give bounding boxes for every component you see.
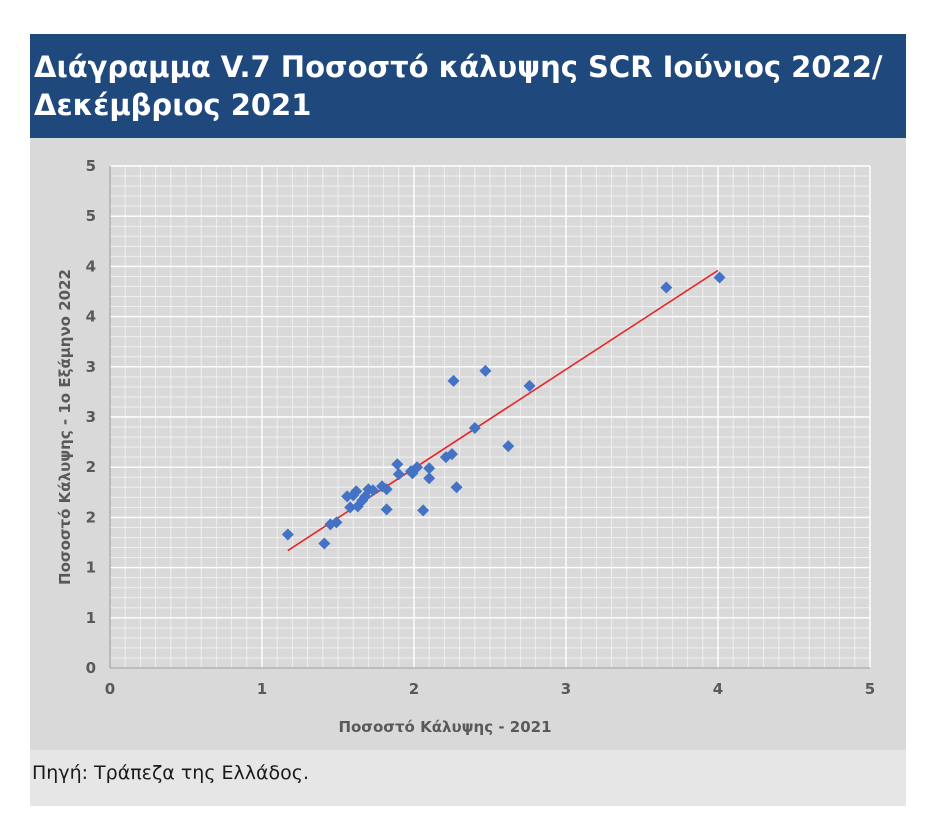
chart-area: 0 1 2 3 4 5 0 1 1 2 2 3 3 4 4 5 5 Ποσοστό Κάλυψης - 2021 Π… xyxy=(30,138,906,750)
data-point xyxy=(450,481,463,494)
x-tick-label: 0 xyxy=(105,680,115,698)
data-point xyxy=(380,483,393,496)
x-tick-label: 1 xyxy=(257,680,267,698)
data-point xyxy=(344,501,357,514)
data-point xyxy=(423,472,436,485)
x-tick-label: 4 xyxy=(713,680,723,698)
data-point xyxy=(318,537,331,550)
data-point xyxy=(324,518,337,531)
data-point xyxy=(330,516,343,529)
y-tick-label: 5 xyxy=(86,207,96,225)
data-point xyxy=(411,461,424,474)
data-point xyxy=(447,374,460,387)
data-point xyxy=(468,422,481,435)
source-note: Πηγή: Τράπεζα της Ελλάδος. xyxy=(32,762,309,784)
source-bar: Πηγή: Τράπεζα της Ελλάδος. xyxy=(30,750,906,806)
data-point xyxy=(391,458,404,471)
x-axis-title: Ποσοστό Κάλυψης - 2021 xyxy=(338,718,551,736)
x-tick-label: 5 xyxy=(865,680,875,698)
data-point xyxy=(366,484,379,497)
y-tick-label: 1 xyxy=(86,559,96,577)
data-point xyxy=(523,379,536,392)
data-point xyxy=(281,528,294,541)
data-point xyxy=(446,448,458,461)
data-point xyxy=(392,468,405,481)
y-tick-label: 3 xyxy=(86,408,96,426)
y-tick-label: 2 xyxy=(86,458,96,476)
y-axis-title: Ποσοστό Κάλυψης - 1ο Εξάμηνο 2022 xyxy=(56,269,74,585)
data-point xyxy=(502,440,515,453)
scatter-chart: 0 1 2 3 4 5 0 1 1 2 2 3 3 4 4 5 5 Ποσοστό Κάλυψης - 2021 Π… xyxy=(56,157,875,736)
data-point xyxy=(479,364,492,377)
chart-title: Διάγραμμα V.7 Ποσοστό κάλυψης SCR Ιούνιο… xyxy=(34,50,883,122)
y-tick-label: 5 xyxy=(86,157,96,175)
data-point xyxy=(660,281,673,294)
title-bar: Διάγραμμα V.7 Ποσοστό κάλυψης SCR Ιούνιο… xyxy=(30,34,906,138)
data-point xyxy=(350,485,363,498)
data-point xyxy=(417,504,430,517)
figure-frame: Διάγραμμα V.7 Ποσοστό κάλυψης SCR Ιούνιο… xyxy=(30,34,906,806)
y-tick-label: 4 xyxy=(86,257,96,275)
y-tick-label: 3 xyxy=(86,358,96,376)
y-tick-label: 4 xyxy=(86,308,96,326)
data-point xyxy=(423,462,436,475)
data-point xyxy=(713,271,726,284)
x-tick-label: 3 xyxy=(561,680,571,698)
x-tick-label: 2 xyxy=(409,680,419,698)
y-tick-label: 1 xyxy=(86,609,96,627)
data-point xyxy=(380,503,393,516)
y-tick-label: 2 xyxy=(86,508,96,526)
y-tick-label: 0 xyxy=(86,659,96,677)
